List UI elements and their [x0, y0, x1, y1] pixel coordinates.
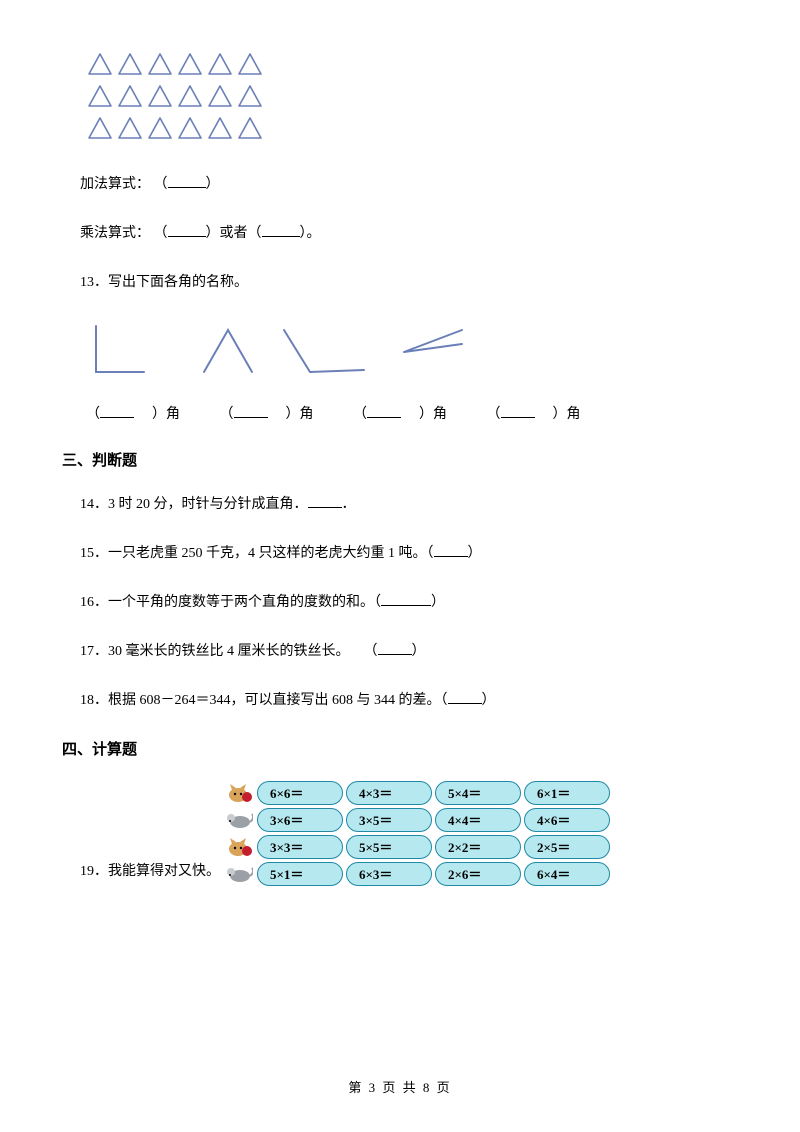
- mouse-icon: [225, 808, 253, 832]
- triangle-icon: [86, 82, 114, 110]
- multiplication-label: 乘法算式：: [80, 226, 150, 241]
- calc-pill: 2×6＝: [435, 862, 521, 886]
- mouse-icon: [225, 862, 253, 886]
- q12-addition: 加法算式： （）: [80, 172, 740, 197]
- triangle-icon: [146, 82, 174, 110]
- calc-pill: 4×4＝: [435, 808, 521, 832]
- q17: 17．30 毫米长的铁丝比 4 厘米长的铁丝长。 （）: [80, 639, 740, 664]
- cat-icon: [225, 835, 253, 859]
- cat-icon: [225, 781, 253, 805]
- calc-pill: 6×1＝: [524, 781, 610, 805]
- q14: 14．3 时 20 分，时针与分针成直角．．: [80, 492, 740, 517]
- triangle-icon: [116, 82, 144, 110]
- blank: [168, 174, 206, 188]
- calc-pill: 5×4＝: [435, 781, 521, 805]
- calc-pill: 2×5＝: [524, 835, 610, 859]
- angles-svg: [86, 320, 466, 382]
- triangle-row: [86, 82, 740, 110]
- triangle-icon: [86, 50, 114, 78]
- angle-label-4: （）角: [487, 407, 599, 422]
- row-animal: [224, 862, 254, 886]
- angle-label-3: （）角: [353, 407, 465, 422]
- triangle-icon: [176, 82, 204, 110]
- triangle-icon: [116, 114, 144, 142]
- angle-labels: （）角 （）角 （）角 （）角: [86, 403, 740, 423]
- triangle-icon: [176, 114, 204, 142]
- q16: 16．一个平角的度数等于两个直角的度数的和。（）: [80, 590, 740, 615]
- calc-pill: 5×1＝: [257, 862, 343, 886]
- calc-pill: 3×6＝: [257, 808, 343, 832]
- page-footer: 第 3 页 共 8 页: [0, 1077, 800, 1096]
- section-4-heading: 四、计算题: [62, 738, 740, 759]
- calc-pill: 6×4＝: [524, 862, 610, 886]
- triangle-icon: [236, 50, 264, 78]
- triangle-icon: [206, 114, 234, 142]
- calc-row: 3×3＝5×5＝2×2＝2×5＝: [224, 835, 610, 859]
- triangle-icon: [236, 114, 264, 142]
- triangle-icon: [86, 114, 114, 142]
- q19-label: 19．我能算得对又快。: [80, 860, 220, 886]
- calc-pill: 5×5＝: [346, 835, 432, 859]
- calc-pill: 3×5＝: [346, 808, 432, 832]
- calc-pill: 4×3＝: [346, 781, 432, 805]
- calc-grid: 6×6＝4×3＝5×4＝6×1＝ 3×6＝3×5＝4×4＝4×6＝ 3×3＝5×5＝…: [224, 781, 610, 886]
- triangle-row: [86, 50, 740, 78]
- q15: 15．一只老虎重 250 千克，4 只这样的老虎大约重 1 吨。（）: [80, 541, 740, 566]
- blank: [168, 223, 206, 237]
- triangle-icon: [206, 50, 234, 78]
- or-text: 或者: [220, 226, 248, 241]
- triangle-icon: [146, 114, 174, 142]
- calc-row: 3×6＝3×5＝4×4＝4×6＝: [224, 808, 610, 832]
- calc-row: 6×6＝4×3＝5×4＝6×1＝: [224, 781, 610, 805]
- row-animal: [224, 808, 254, 832]
- q18: 18．根据 608－264＝344，可以直接写出 608 与 344 的差。（）: [80, 688, 740, 713]
- angle-diagrams: [86, 320, 740, 387]
- triangle-icon: [116, 50, 144, 78]
- angle-label-1: （）角: [86, 407, 198, 422]
- triangle-row: [86, 114, 740, 142]
- calc-pill: 6×6＝: [257, 781, 343, 805]
- section-3-heading: 三、判断题: [62, 449, 740, 470]
- calc-pill: 4×6＝: [524, 808, 610, 832]
- page-content: 加法算式： （） 乘法算式： （）或者（）。 13．写出下面各角的名称。 （）角…: [60, 50, 740, 886]
- row-animal: [224, 835, 254, 859]
- q19: 19．我能算得对又快。 6×6＝4×3＝5×4＝6×1＝ 3×6＝3×5＝4×4＝…: [80, 781, 740, 886]
- calc-pill: 3×3＝: [257, 835, 343, 859]
- calc-pill: 2×2＝: [435, 835, 521, 859]
- triangle-icon: [206, 82, 234, 110]
- angle-label-2: （）角: [220, 407, 332, 422]
- calc-row: 5×1＝6×3＝2×6＝6×4＝: [224, 862, 610, 886]
- calc-pill: 6×3＝: [346, 862, 432, 886]
- q13-text: 13．写出下面各角的名称。: [80, 270, 740, 295]
- row-animal: [224, 781, 254, 805]
- addition-label: 加法算式：: [80, 177, 150, 192]
- triangle-icon: [236, 82, 264, 110]
- q12-multiplication: 乘法算式： （）或者（）。: [80, 221, 740, 246]
- blank: [262, 223, 300, 237]
- triangle-icon: [176, 50, 204, 78]
- triangle-grid: [86, 50, 740, 142]
- triangle-icon: [146, 50, 174, 78]
